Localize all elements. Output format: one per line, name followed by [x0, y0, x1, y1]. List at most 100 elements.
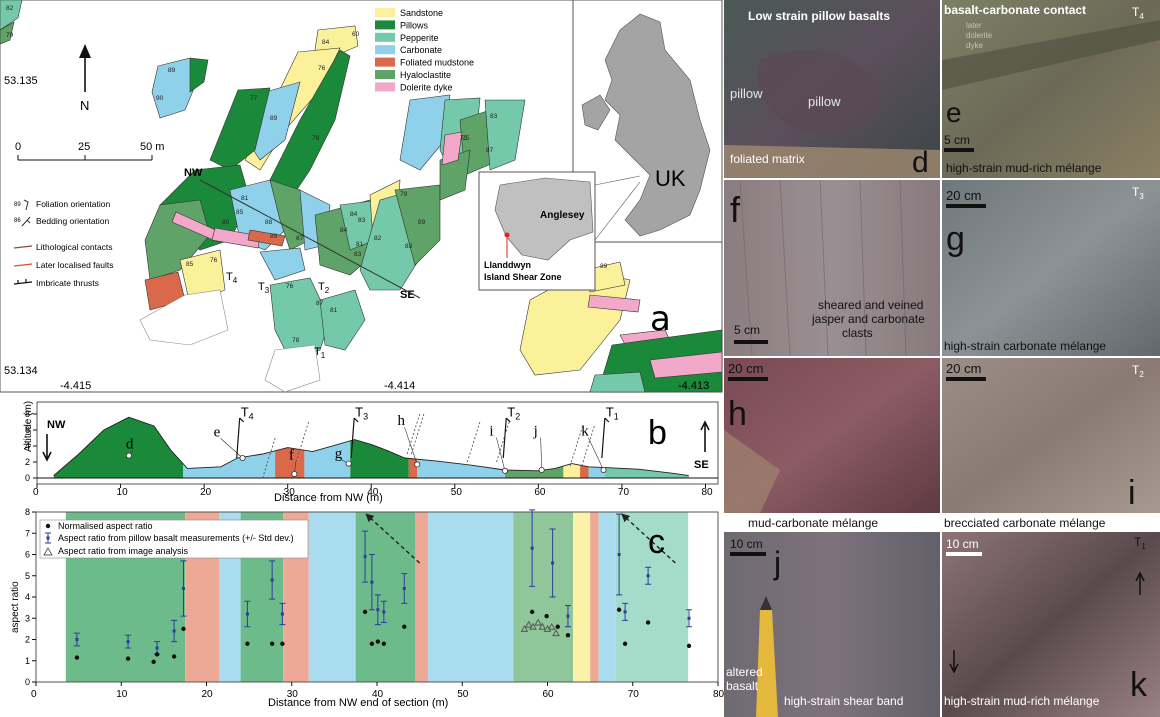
lithology-band-6: [355, 512, 416, 682]
normalised-point: [622, 641, 628, 646]
map-measurement: 89: [600, 263, 608, 270]
lon-right: -4.413: [678, 380, 709, 392]
chart-xtick: 50: [457, 689, 469, 700]
section-line: [199, 179, 421, 299]
pillow-measurement-point: [279, 602, 286, 626]
lithology-band-7: [415, 512, 429, 682]
inset-country: UK: [655, 166, 686, 191]
photo-e-faint-3: dyke: [966, 41, 983, 50]
photo-e-scale: 5 cm: [944, 133, 970, 147]
lithology-band-5: [308, 512, 356, 682]
map-measurement: 84: [350, 211, 358, 218]
section-unit-12: [605, 467, 689, 478]
lithology-band-10: [573, 512, 591, 682]
svg-text:N: N: [80, 98, 89, 113]
image-analysis-point: [520, 624, 529, 632]
legend-label-1: Pillows: [400, 20, 429, 30]
normalised-point: [555, 624, 560, 629]
map-measurement: 76: [318, 65, 326, 72]
map-measurement: 60: [352, 31, 360, 38]
pillow-measurement-point: [686, 609, 693, 628]
section-xtick: 20: [200, 487, 212, 498]
map-measurement: 81: [330, 307, 338, 314]
normalised-point: [369, 641, 375, 646]
photo-k-bottom: high-strain mud-rich mélange: [944, 694, 1100, 708]
legend-label-5: Hyaloclastite: [400, 70, 451, 80]
photo-i-thrust: T2: [1132, 363, 1144, 379]
photo-k-thrust: T1: [1134, 535, 1146, 551]
photo-e-thrust: T4: [1132, 5, 1144, 21]
image-analysis-point: [548, 622, 556, 630]
chart-ytick: 8: [25, 507, 30, 517]
photo-d-caption: Low strain pillow basalts: [748, 9, 890, 23]
photo-e-letter: e: [946, 97, 962, 128]
section-thrust-label: T2: [507, 404, 520, 421]
section-unit-3: [275, 447, 305, 478]
lithology-band-8: [428, 512, 514, 682]
map-measurement: 89: [418, 219, 426, 226]
photo-e-bottom: high-strain mud-rich mélange: [946, 161, 1102, 175]
panel-letter-a: a: [650, 299, 671, 339]
map-measurement: 90: [156, 95, 164, 102]
pillow-measurement-point: [73, 632, 80, 647]
photo-i-bottom: brecciated carbonate mélange: [944, 516, 1106, 530]
svg-text:86: 86: [14, 218, 21, 224]
map-measurement: 89: [168, 67, 176, 74]
section-unit-2: [237, 450, 276, 478]
section-ytick: 2: [25, 457, 30, 467]
photo-j-bottom: high-strain shear band: [784, 694, 903, 708]
lat-bottom: 53.134: [4, 365, 38, 377]
chart-ylabel: aspect ratio: [10, 581, 21, 633]
geologic-map-units: [0, 0, 723, 393]
photo-panels: Low strain pillow basalts pillow pillow …: [724, 0, 1160, 717]
section-sample-point: [414, 461, 421, 468]
normalised-point: [565, 633, 571, 638]
section-xtick: 70: [618, 487, 630, 498]
section-ytick: 4: [25, 441, 30, 451]
section-ylabel: Altitude (m): [23, 401, 34, 452]
map-label-nw: NW: [184, 167, 203, 179]
lon-mid: -4.414: [384, 380, 415, 392]
section-unit-7: [417, 459, 505, 478]
photo-i: [942, 358, 1160, 513]
map-measurement: 81: [241, 195, 249, 202]
section-sample-label: j: [533, 424, 538, 440]
photo-k-letter: k: [1130, 666, 1148, 704]
svg-text:50 m: 50 m: [140, 141, 164, 153]
photo-h-letter: h: [728, 395, 747, 433]
photo-g-letter: g: [946, 220, 965, 258]
svg-text:Later localised faults: Later localised faults: [36, 260, 114, 270]
image-analysis-point: [538, 622, 547, 630]
photo-f-letter: f: [730, 189, 741, 230]
pillow-measurement-point: [374, 594, 381, 626]
photo-g-bottom: high-strain carbonate mélange: [944, 339, 1106, 353]
legend-swatch-1: [375, 20, 395, 30]
map-measurement: 87: [296, 235, 304, 242]
map-measurement: 78: [312, 135, 320, 142]
map-measurement: 87: [316, 300, 324, 307]
chart-xtick: 20: [202, 689, 214, 700]
section-nw: NW: [47, 419, 66, 431]
section-xlabel: Distance from NW (m): [274, 492, 383, 504]
section-sample-point: [239, 454, 246, 461]
photo-d-letter: d: [912, 146, 929, 179]
panel-c-chart: 0 10 20 30 40 50 60 70 80 0 1 2 3 4 5 6 7 8 Distance from…: [10, 507, 725, 709]
section-xtick: 80: [701, 487, 713, 498]
pillow-measurement-point: [645, 566, 652, 585]
legend-swatch-2: [375, 32, 395, 42]
map-measurement: 85: [236, 209, 244, 216]
image-analysis-point: [552, 629, 560, 637]
photo-e-faint-1: later: [966, 21, 982, 30]
photo-g-scale: 20 cm: [946, 188, 981, 203]
trend-arrow: [621, 513, 676, 564]
legend-label-4: Foliated mudstone: [400, 58, 474, 68]
map-measurement: 82: [6, 5, 14, 12]
map-measurement: 83: [358, 217, 366, 224]
section-profile: 0 10 20 30 40 50 60 70 80 0 2 4 6 8 d e f g h i j k T4 T3 T2 T1: [25, 404, 718, 498]
panel-b-section: 0 10 20 30 40 50 60 70 80 0 2 4 6 8 d e f g h i j k T4 T3 T2 T1 A…: [23, 401, 719, 504]
pillow-measurement-point: [368, 554, 375, 611]
chart-xtick: 10: [116, 689, 128, 700]
panel-letter-c: c: [648, 523, 665, 561]
lithology-band-11: [590, 512, 599, 682]
image-analysis-point: [524, 620, 533, 628]
